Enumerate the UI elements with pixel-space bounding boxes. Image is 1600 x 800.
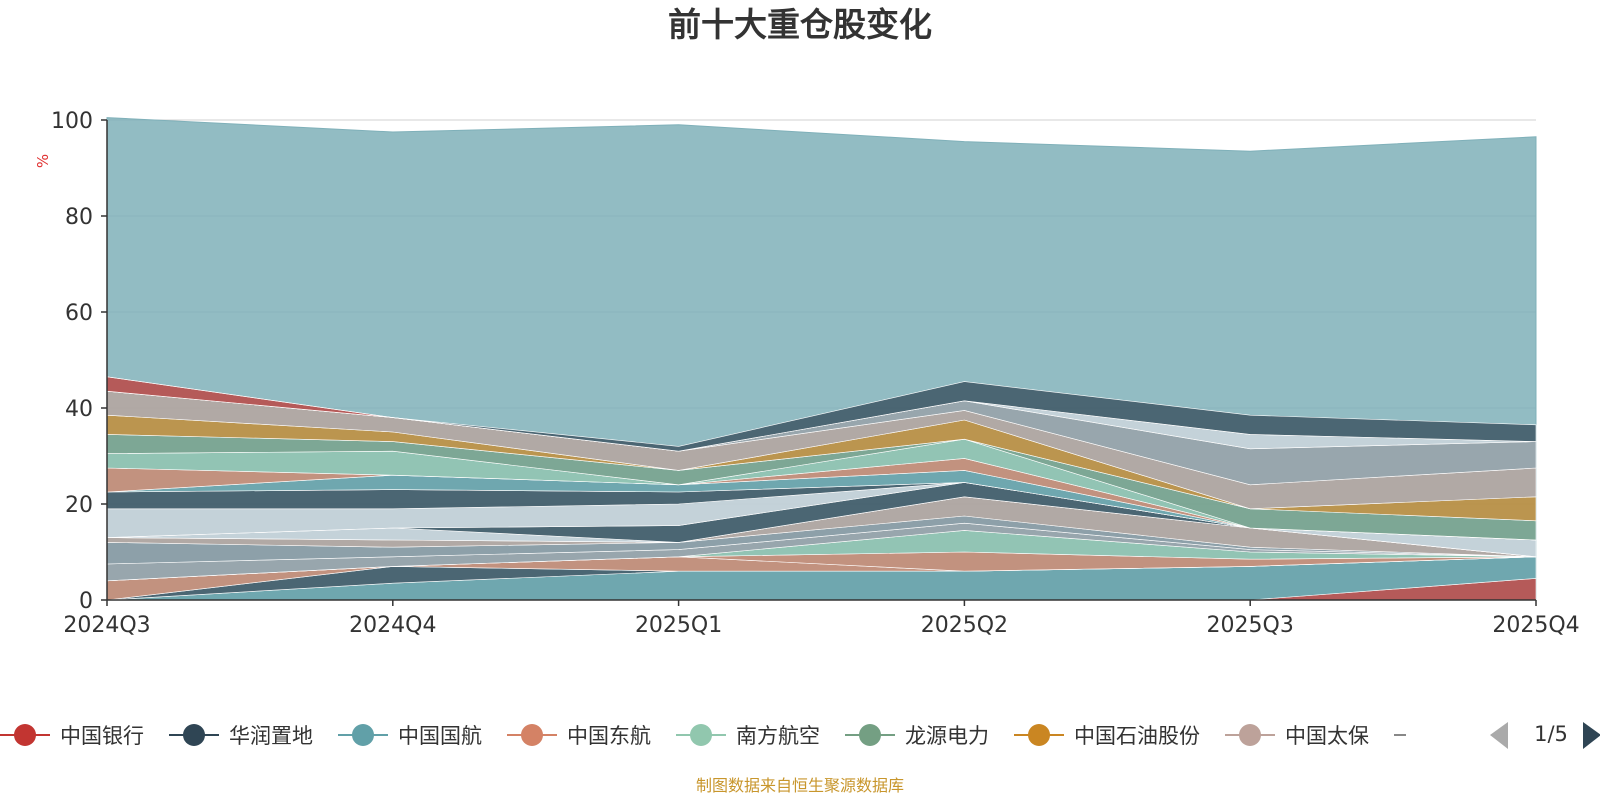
y-tick-label: 60 xyxy=(65,301,93,326)
legend-dot-marker xyxy=(1028,724,1050,746)
y-tick-label: 20 xyxy=(65,493,93,518)
legend-item[interactable]: 中国银行 xyxy=(0,724,144,748)
legend: 中国银行 华润置地 中国国航 中国东航 南方航空 龙源电力 中国石油股份 中国太保 xyxy=(0,724,1406,748)
y-axis-ticks: 0 20 40 60 80 100 xyxy=(51,109,107,614)
legend-label: 南方航空 xyxy=(736,724,820,748)
legend-dot-marker xyxy=(183,724,205,746)
x-tick-label: 2025Q3 xyxy=(1207,613,1294,638)
legend-dot-marker xyxy=(352,724,374,746)
legend-dot-marker xyxy=(521,724,543,746)
legend-item[interactable]: 龙源电力 xyxy=(845,724,989,748)
y-tick-label: 80 xyxy=(65,205,93,230)
legend-item[interactable]: 中国石油股份 xyxy=(1014,724,1200,748)
legend-dot-marker xyxy=(14,724,36,746)
y-tick-label: 100 xyxy=(51,109,93,134)
stacked-areas xyxy=(106,117,1537,601)
legend-page-indicator: 1/5 xyxy=(1534,722,1568,746)
legend-label: 中国石油股份 xyxy=(1074,724,1200,748)
y-tick-label: 0 xyxy=(79,589,93,614)
y-tick-label: 40 xyxy=(65,397,93,422)
legend-label: 龙源电力 xyxy=(905,724,989,748)
x-tick-label: 2024Q3 xyxy=(63,613,150,638)
legend-dot-marker xyxy=(859,724,881,746)
legend-item[interactable]: 华润置地 xyxy=(169,724,313,748)
data-source-note: 制图数据来自恒生聚源数据库 xyxy=(696,776,904,795)
legend-prev-page-icon[interactable] xyxy=(1490,722,1508,749)
legend-label: 中国东航 xyxy=(567,724,651,748)
legend-dot-marker xyxy=(1239,724,1261,746)
x-axis-ticks: 2024Q3 2024Q4 2025Q1 2025Q2 2025Q3 2025Q4 xyxy=(63,600,1580,638)
y-axis-unit: % xyxy=(34,154,52,168)
legend-item[interactable]: 中国国航 xyxy=(338,724,482,748)
legend-item[interactable]: 中国东航 xyxy=(507,724,651,748)
x-tick-label: 2025Q4 xyxy=(1492,613,1579,638)
legend-dot-marker xyxy=(690,724,712,746)
x-tick-label: 2024Q4 xyxy=(349,613,436,638)
legend-item[interactable]: 中国太保 xyxy=(1225,724,1369,748)
chart-title: 前十大重仓股变化 xyxy=(668,5,932,44)
legend-label: 中国太保 xyxy=(1285,724,1369,748)
legend-next-page-icon[interactable] xyxy=(1583,722,1600,749)
x-tick-label: 2025Q2 xyxy=(921,613,1008,638)
legend-label: 华润置地 xyxy=(229,724,313,748)
axes xyxy=(106,120,1536,601)
x-tick-label: 2025Q1 xyxy=(635,613,722,638)
series-area-23 xyxy=(106,376,1537,452)
legend-label: 中国银行 xyxy=(60,724,144,748)
legend-item[interactable]: 南方航空 xyxy=(676,724,820,748)
legend-pager: 1/5 xyxy=(1490,722,1600,749)
legend-label: 中国国航 xyxy=(398,724,482,748)
